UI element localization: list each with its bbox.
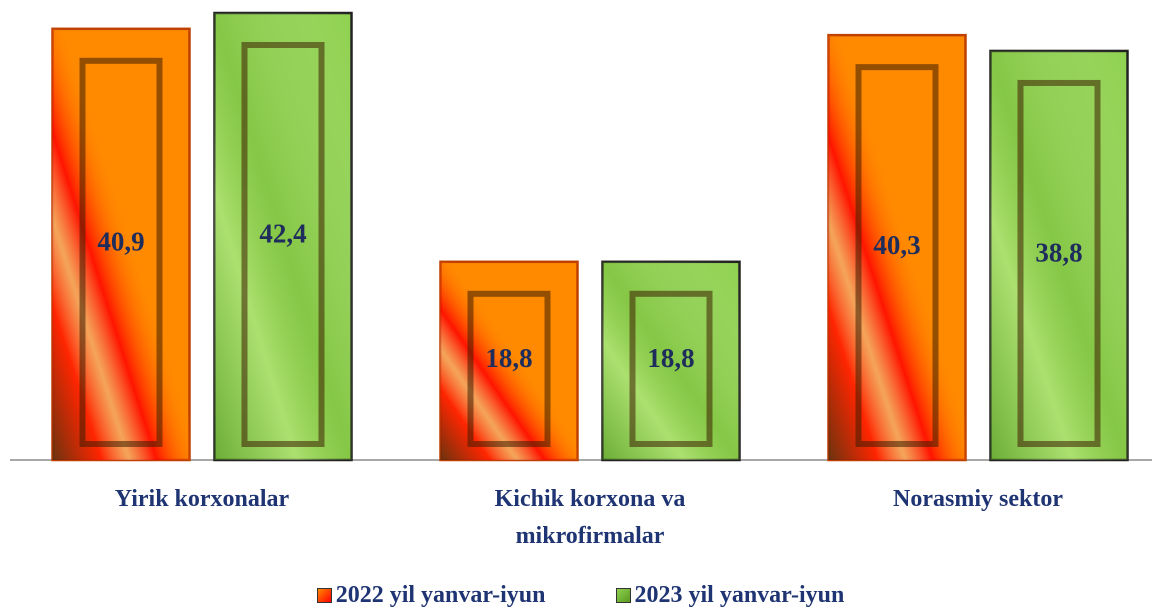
value-label: 40,9 [97, 227, 144, 257]
bar-bevel [241, 42, 325, 447]
bar-group [213, 11, 353, 462]
bar-group [827, 33, 967, 462]
bar-shade [52, 28, 190, 460]
legend-swatch [316, 588, 332, 603]
value-label: 42,4 [259, 219, 306, 249]
bar-shade [214, 13, 352, 460]
legend-swatch [615, 588, 631, 603]
bar-shade [828, 35, 966, 460]
x-tick-label: Yirik korxonalar [114, 486, 290, 512]
legend-label: 2023 yil yanvar-iyun [634, 582, 845, 608]
value-label: 40,3 [873, 230, 920, 260]
bar-group [51, 27, 191, 462]
bar-bevel [467, 290, 551, 447]
bar-group [601, 260, 741, 462]
bar-shade [990, 50, 1128, 461]
legend-item: 2022 yil yanvar-iyun [316, 582, 546, 609]
legend: 2022 yil yanvar-iyun 2023 yil yanvar-iyun [0, 582, 1161, 609]
bar-bevel [79, 57, 163, 447]
value-label: 18,8 [647, 343, 694, 373]
x-tick-label: Kichik korxona va mikrofirmalar [494, 486, 686, 549]
bar-bevel [1017, 79, 1101, 448]
bar-group [439, 260, 579, 462]
legend-item: 2023 yil yanvar-iyun [615, 582, 845, 609]
bar-group [989, 49, 1129, 462]
x-tick-label: Norasmiy sektor [893, 486, 1063, 512]
bar-bevel [629, 290, 713, 447]
legend-label: 2022 yil yanvar-iyun [335, 582, 546, 608]
value-label: 18,8 [485, 343, 532, 373]
value-label: 38,8 [1035, 238, 1082, 268]
bar-bevel [855, 64, 939, 447]
